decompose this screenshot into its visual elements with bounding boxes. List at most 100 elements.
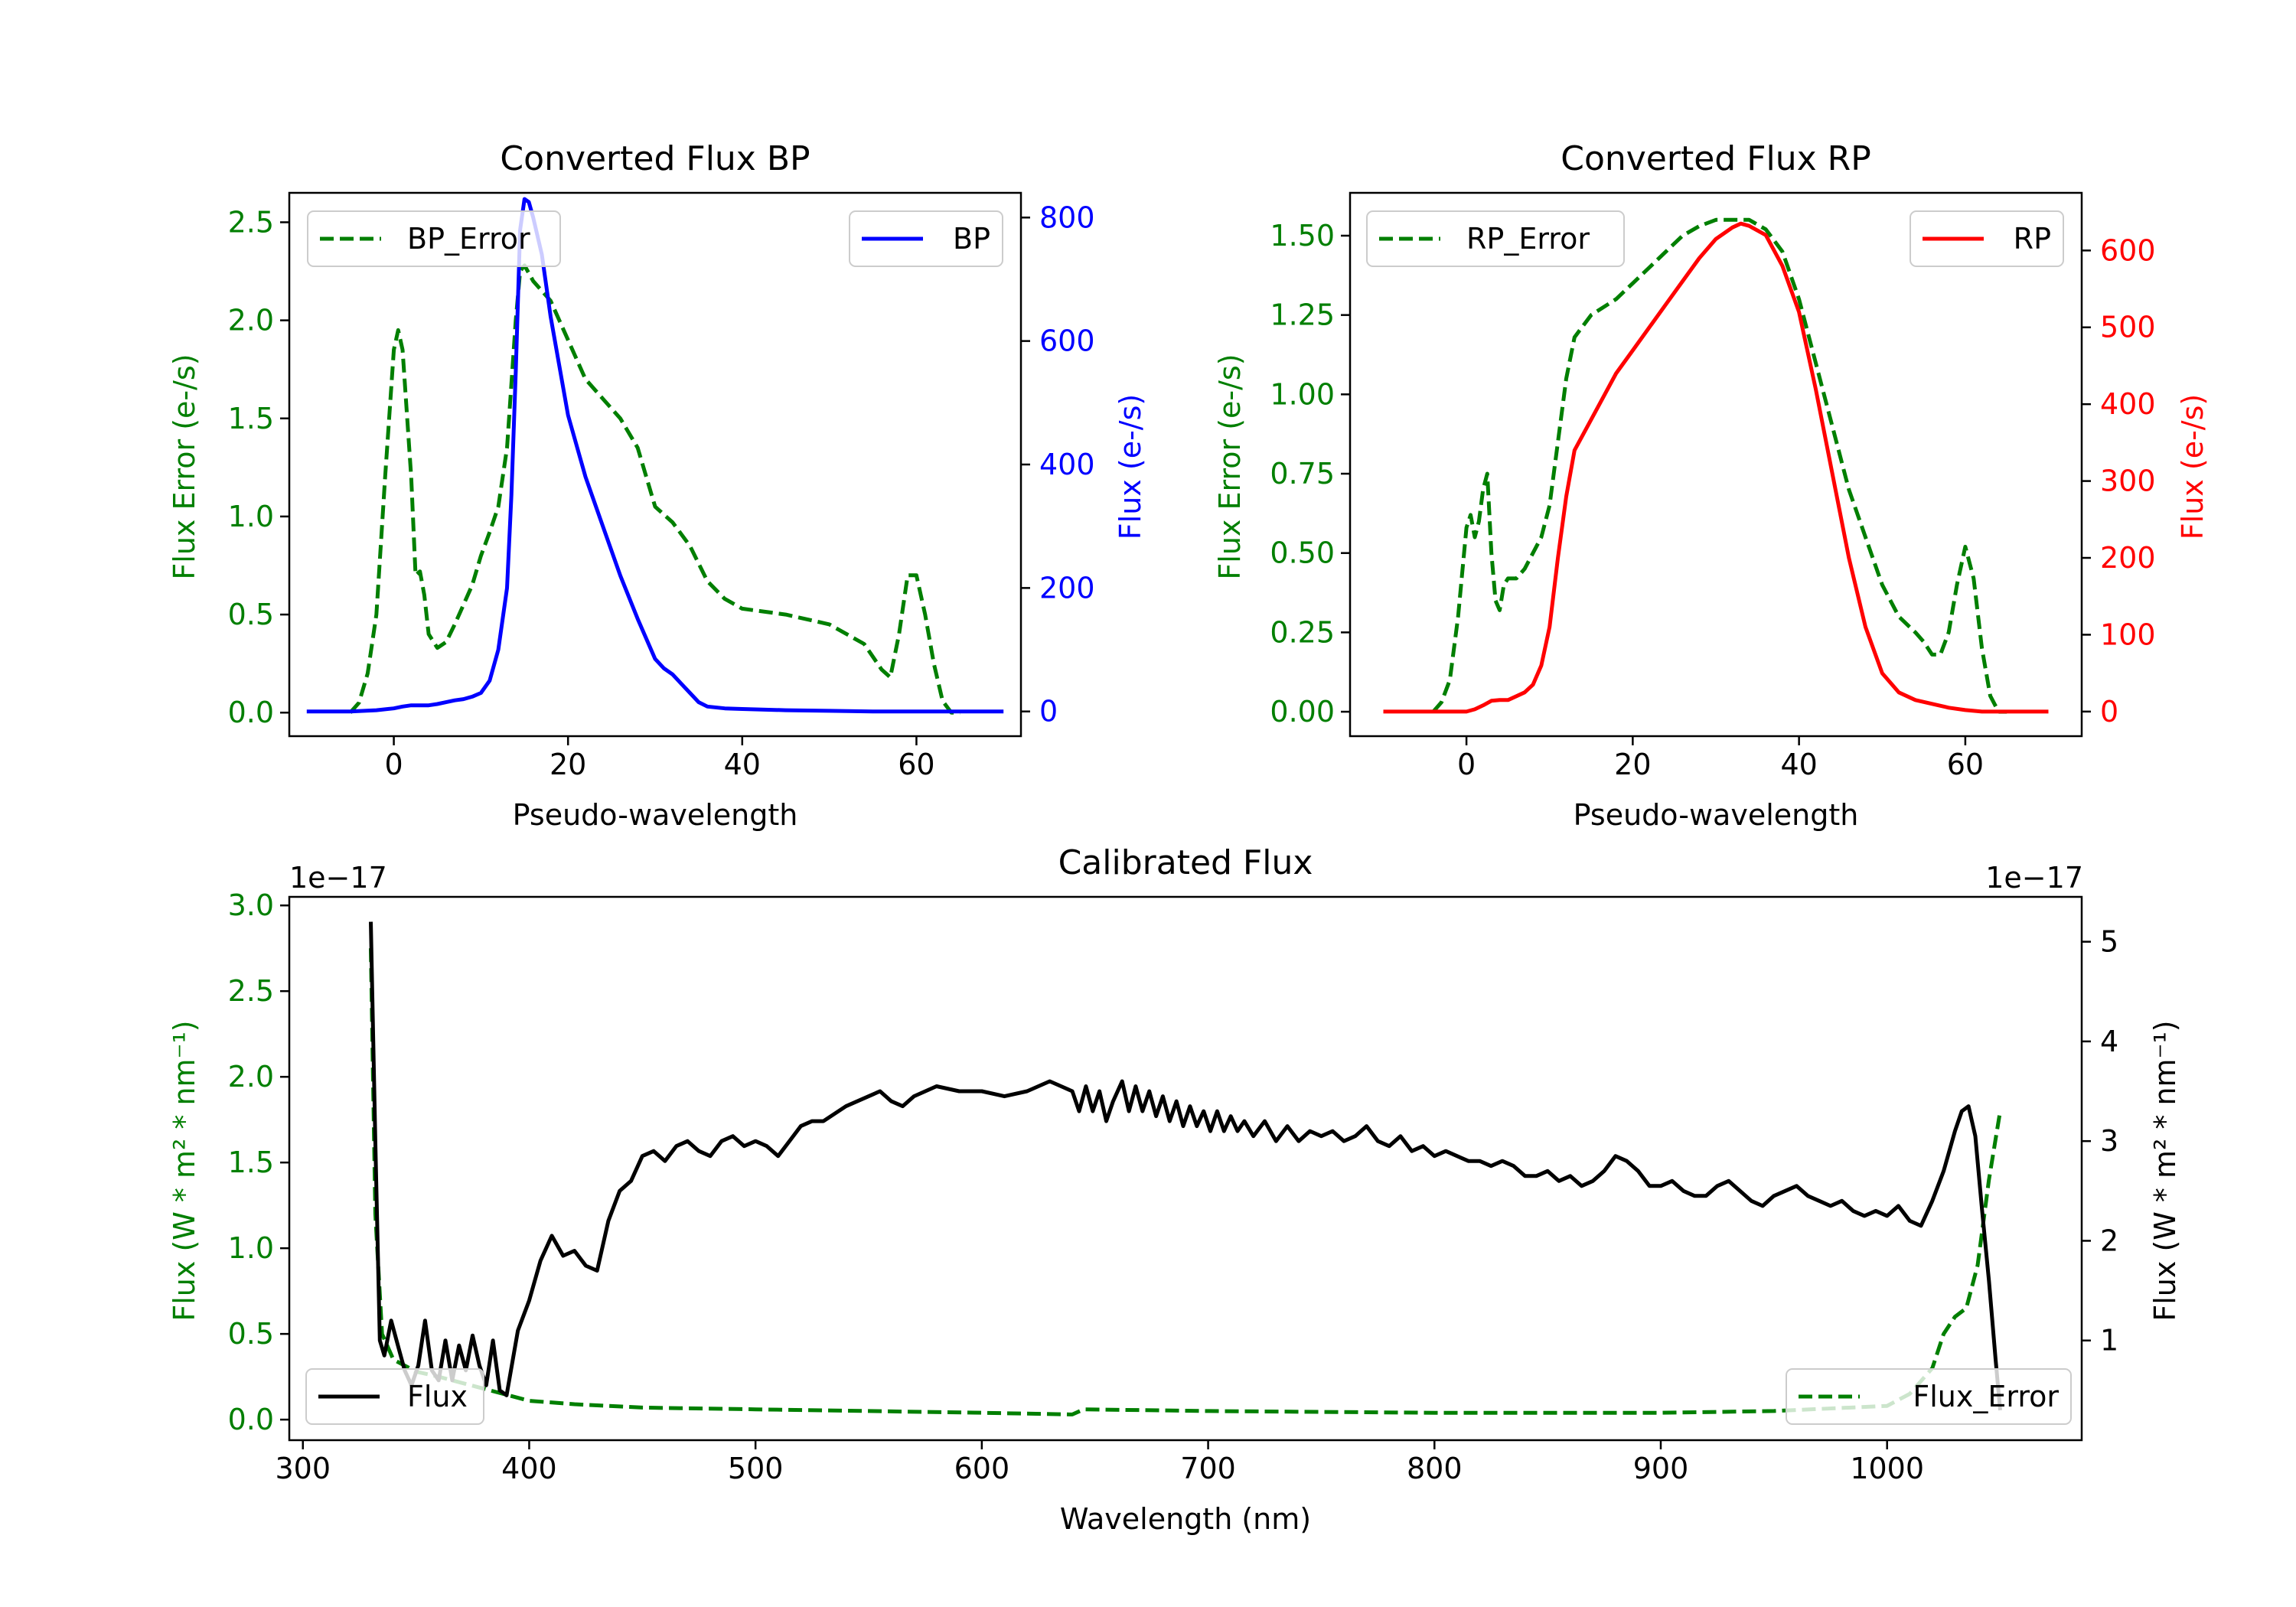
calibrated-ytick-left-label: 2.0 (228, 1060, 274, 1094)
cal-legend-flux-label: Flux (407, 1380, 468, 1413)
cal-axes-frame (288, 895, 2083, 1442)
bp-yticks-left: 0.0 0.5 1.0 1.5 2.0 2.5 (228, 205, 289, 729)
calibrated-ytick-right-label: 2 (2100, 1224, 2118, 1257)
calibrated-xtick-label: 600 (954, 1452, 1010, 1485)
bp-xtick-label: 20 (550, 748, 586, 781)
bp-ytick-right-label: 800 (1039, 200, 1095, 234)
calibrated-ytick-left-label: 0.5 (228, 1317, 274, 1351)
bp-ytick-right-label: 200 (1039, 571, 1095, 605)
rp-error-line (1431, 217, 2007, 714)
rp-flux-line (1383, 221, 2049, 714)
cal-legend-flux: Flux (305, 1368, 484, 1425)
bp-ytick-right-label: 600 (1039, 324, 1095, 358)
bp-xtick-label: 60 (898, 748, 934, 781)
calibrated-xtick-label: 500 (728, 1452, 784, 1485)
rp-ytick-right-label: 500 (2100, 311, 2156, 344)
rp-ytick-right-label: 300 (2100, 464, 2156, 498)
bp-ylabel-left: Flux Error (e-/s) (168, 354, 201, 579)
rp-ytick-left-label: 0.25 (1270, 615, 1335, 649)
cal-yticks-left: 0.0 0.5 1.0 1.5 2.0 2.5 3.0 (228, 888, 289, 1436)
rp-title: Converted Flux RP (1561, 139, 1871, 178)
bp-xtick-label: 40 (724, 748, 761, 781)
calibrated-ytick-left-label: 0.0 (228, 1403, 274, 1436)
bp-legend-error: BP_Error (307, 210, 561, 267)
cal-xlabel: Wavelength (nm) (1060, 1502, 1311, 1536)
calibrated-ytick-right-label: 4 (2100, 1025, 2118, 1058)
calibrated-ytick-left-label: 1.5 (228, 1146, 274, 1179)
bp-xtick-label: 0 (384, 748, 403, 781)
calibrated-ytick-right-label: 1 (2100, 1324, 2118, 1358)
rp-ylabel-right: Flux (e-/s) (2176, 394, 2210, 539)
bp-title: Converted Flux BP (500, 139, 810, 178)
rp-xtick-label: 20 (1614, 748, 1651, 781)
cal-right-multiplier: 1e−17 (1985, 861, 2083, 895)
calibrated-xtick-label: 300 (275, 1452, 331, 1485)
bp-ytick-left-label: 0.5 (228, 598, 274, 631)
bp-legend-error-label: BP_Error (407, 222, 530, 256)
rp-series-group (1383, 217, 2049, 714)
rp-ytick-right-label: 400 (2100, 387, 2156, 421)
rp-xtick-label: 60 (1947, 748, 1984, 781)
bp-ytick-left-label: 2.0 (228, 304, 274, 337)
calibrated-ytick-right-label: 5 (2100, 925, 2118, 959)
rp-ylabel-left: Flux Error (e-/s) (1213, 354, 1247, 579)
calibrated-xtick-label: 1000 (1850, 1452, 1924, 1485)
bp-ytick-left-label: 1.0 (228, 500, 274, 533)
cal-left-multiplier: 1e−17 (289, 861, 387, 895)
cal-xticks: 300 400 500 600 700 800 900 1000 (275, 1440, 1924, 1485)
rp-ytick-right-label: 200 (2100, 541, 2156, 575)
cal-title: Calibrated Flux (1058, 843, 1313, 882)
rp-ytick-left-label: 1.00 (1270, 377, 1335, 411)
bp-panel: Converted Flux BP Pseudo-wavelength Flux… (168, 139, 1147, 832)
calibrated-xtick-label: 400 (501, 1452, 557, 1485)
rp-ytick-left-label: 0.00 (1270, 695, 1335, 729)
bp-ytick-right-label: 400 (1039, 448, 1095, 481)
calibrated-ytick-right-label: 3 (2100, 1124, 2118, 1158)
rp-ytick-right-label: 0 (2100, 695, 2118, 729)
bp-xlabel: Pseudo-wavelength (513, 798, 798, 832)
calibrated-xtick-label: 800 (1407, 1452, 1463, 1485)
rp-legend-flux: RP (1910, 210, 2064, 267)
rp-yticks-left: 0.00 0.25 0.50 0.75 1.00 1.25 1.50 (1270, 219, 1350, 729)
cal-flux-line (369, 921, 2002, 1411)
calibrated-xtick-label: 700 (1180, 1452, 1236, 1485)
cal-legend-error: Flux_Error (1786, 1368, 2072, 1425)
bp-axes-frame (288, 191, 1022, 738)
bp-xticks: 0 20 40 60 (384, 736, 935, 781)
calibrated-ytick-left-label: 2.5 (228, 974, 274, 1008)
rp-xtick-label: 0 (1457, 748, 1476, 781)
rp-xticks: 0 20 40 60 (1457, 736, 1984, 781)
rp-legend-error: RP_Error (1366, 210, 1625, 267)
rp-legend-error-label: RP_Error (1466, 222, 1590, 256)
bp-yticks-right: 0 200 400 600 800 (1021, 200, 1095, 729)
rp-ytick-left-label: 0.50 (1270, 536, 1335, 570)
rp-ytick-left-label: 0.75 (1270, 457, 1335, 491)
cal-yticks-right: 1 2 3 4 5 (2082, 925, 2118, 1358)
calibrated-ytick-left-label: 3.0 (228, 888, 274, 922)
calibrated-ytick-left-label: 1.0 (228, 1231, 274, 1265)
rp-ytick-left-label: 1.50 (1270, 219, 1335, 253)
bp-legend-flux: BP (849, 210, 1003, 267)
bp-ytick-left-label: 0.0 (228, 696, 274, 729)
rp-axes-frame (1349, 191, 2083, 738)
cal-legend-error-label: Flux_Error (1913, 1380, 2059, 1413)
rp-xtick-label: 40 (1780, 748, 1817, 781)
bp-ytick-left-label: 2.5 (228, 205, 274, 239)
rp-xlabel: Pseudo-wavelength (1574, 798, 1859, 832)
rp-legend-flux-label: RP (2014, 222, 2051, 256)
cal-ylabel-left: Flux (W * m² * nm⁻¹) (168, 1020, 201, 1321)
rp-panel: Converted Flux RP Pseudo-wavelength Flux… (1213, 139, 2210, 832)
bp-error-line (348, 263, 960, 715)
calibrated-panel: Calibrated Flux Wavelength (nm) Flux (W … (168, 843, 2182, 1536)
bp-ytick-left-label: 1.5 (228, 402, 274, 435)
rp-yticks-right: 0 100 200 300 400 500 600 (2082, 233, 2156, 729)
bp-ylabel-right: Flux (e-/s) (1114, 394, 1147, 539)
cal-ylabel-right: Flux (W * m² * nm⁻¹) (2148, 1020, 2182, 1321)
rp-ytick-left-label: 1.25 (1270, 298, 1335, 332)
rp-ytick-right-label: 100 (2100, 618, 2156, 651)
calibrated-xtick-label: 900 (1633, 1452, 1689, 1485)
bp-ytick-right-label: 0 (1039, 695, 1058, 729)
rp-ytick-right-label: 600 (2100, 233, 2156, 267)
bp-legend-flux-label: BP (953, 222, 990, 256)
